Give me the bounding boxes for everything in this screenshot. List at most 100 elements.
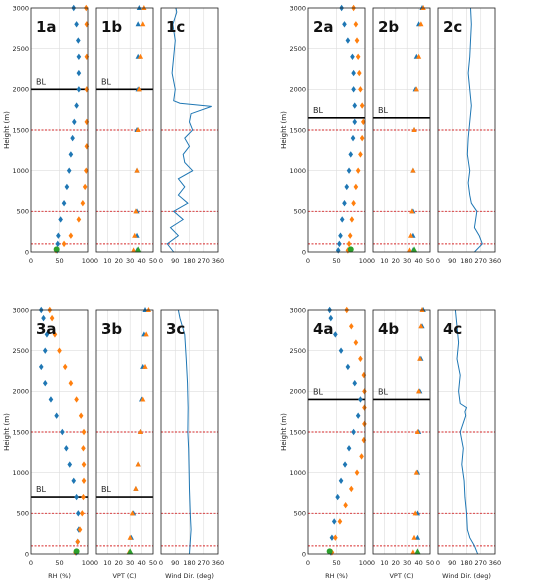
blue-point bbox=[339, 216, 345, 223]
blue-point bbox=[64, 445, 69, 452]
orange-point bbox=[133, 485, 139, 491]
panel-2a: BL 2a 0 50 100 bbox=[306, 4, 371, 265]
blue-point bbox=[55, 240, 61, 248]
x-tick-label: 100 bbox=[82, 257, 94, 265]
orange-point bbox=[354, 469, 360, 476]
x-tick-label: 50 bbox=[55, 257, 63, 265]
orange-point bbox=[77, 526, 83, 533]
blue-point bbox=[74, 493, 79, 501]
x-axis-label: RH (%) bbox=[325, 572, 348, 580]
orange-point bbox=[351, 200, 356, 207]
orange-point bbox=[361, 371, 367, 379]
blue-point bbox=[38, 363, 44, 371]
panel-frame bbox=[160, 7, 219, 253]
orange-point bbox=[349, 485, 354, 493]
orange-point bbox=[353, 183, 359, 191]
green-point bbox=[326, 548, 333, 555]
panel-2b: BL 2b 0 10 20 30 40 50 bbox=[371, 5, 434, 265]
orange-point bbox=[418, 21, 424, 27]
orange-point bbox=[131, 247, 137, 253]
blue-point bbox=[68, 151, 74, 158]
orange-point bbox=[359, 453, 364, 460]
orange-point bbox=[362, 420, 367, 428]
blue-point bbox=[136, 5, 142, 10]
panel-label: 3c bbox=[166, 320, 185, 338]
y-axis-4: 0 500 1000 1500 2000 2500 3000 Height (m) bbox=[280, 306, 306, 558]
y-tick-label: 0 bbox=[302, 550, 306, 558]
blue-point bbox=[358, 396, 363, 403]
blue-point bbox=[342, 21, 347, 28]
y-tick-label: 2000 bbox=[12, 388, 29, 396]
blue-point bbox=[350, 53, 355, 60]
blue-point bbox=[355, 412, 361, 419]
x-tick-label: 30 bbox=[126, 257, 134, 265]
y-tick-label: 500 bbox=[17, 510, 29, 518]
orange-point bbox=[413, 86, 419, 92]
y-axis-3: 0 500 1000 1500 2000 2500 3000 Height (m) bbox=[3, 306, 29, 558]
orange-point bbox=[337, 518, 343, 525]
wind-line bbox=[466, 7, 483, 253]
x-tick-label: 180 bbox=[183, 559, 195, 567]
x-tick-label: 360 bbox=[212, 257, 224, 265]
panel-4a: BL 4a 0 50 100 RH (%) bbox=[306, 306, 371, 580]
x-tick-label: 50 bbox=[426, 257, 434, 265]
orange-point bbox=[75, 538, 81, 545]
panel-label: 1a bbox=[36, 18, 57, 36]
orange-point bbox=[80, 510, 85, 517]
orange-point bbox=[68, 380, 74, 387]
orange-point bbox=[360, 118, 366, 126]
x-tick-label: 360 bbox=[212, 559, 224, 567]
x-tick-label: 0 bbox=[306, 257, 310, 265]
orange-point bbox=[409, 208, 415, 214]
x-tick-label: 270 bbox=[198, 559, 210, 567]
blue-point bbox=[351, 86, 356, 93]
panel-frame bbox=[30, 309, 89, 555]
orange-point bbox=[61, 240, 67, 248]
orange-point bbox=[410, 167, 416, 173]
panel-3c: 3c 0 90 180 270 360 Wind Dir. (deg) bbox=[159, 309, 224, 580]
y-axis-label: Height (m) bbox=[280, 111, 288, 149]
blue-point bbox=[56, 232, 61, 239]
orange-point bbox=[80, 200, 86, 207]
panel-label: 3a bbox=[36, 320, 57, 338]
blue-point bbox=[60, 428, 65, 436]
x-tick-label: 0 bbox=[29, 257, 33, 265]
y-tick-label: 2000 bbox=[12, 86, 29, 94]
orange-point bbox=[362, 404, 367, 411]
orange-point bbox=[417, 355, 423, 361]
orange-point bbox=[333, 534, 338, 541]
blue-point bbox=[333, 331, 338, 338]
x-tick-label: 90 bbox=[171, 257, 179, 265]
x-tick-label: 50 bbox=[149, 257, 157, 265]
panel-3b: BL 3b 0 10 20 30 40 50 VPT (C) bbox=[94, 307, 157, 580]
x-tick-label: 360 bbox=[489, 559, 501, 567]
x-axis-label: VPT (C) bbox=[389, 572, 413, 580]
blue-point bbox=[72, 118, 77, 126]
orange-point bbox=[81, 461, 87, 468]
x-tick-label: 100 bbox=[359, 257, 371, 265]
orange-point bbox=[78, 412, 84, 419]
y-tick-label: 0 bbox=[302, 248, 306, 256]
orange-point bbox=[136, 86, 142, 92]
panel-frame bbox=[437, 7, 496, 253]
blue-point bbox=[346, 167, 352, 174]
panel-1a: BL 1a 0 50 100 bbox=[29, 4, 94, 265]
blue-point bbox=[66, 167, 72, 174]
x-tick-label: 180 bbox=[460, 559, 472, 567]
orange-point bbox=[140, 21, 146, 27]
blue-point bbox=[76, 53, 82, 60]
blue-point bbox=[76, 510, 81, 517]
x-tick-label: 180 bbox=[183, 257, 195, 265]
x-tick-label: 20 bbox=[115, 257, 123, 265]
panel-label: 4a bbox=[313, 320, 334, 338]
blue-point bbox=[58, 216, 63, 223]
y-axis-label: Height (m) bbox=[280, 413, 288, 451]
panel-frame bbox=[30, 7, 89, 253]
blue-point bbox=[71, 477, 77, 484]
orange-point bbox=[412, 510, 418, 516]
orange-point bbox=[419, 307, 425, 312]
y-tick-label: 1500 bbox=[12, 126, 29, 134]
x-axis-label: RH (%) bbox=[48, 572, 71, 580]
y-tick-label: 1500 bbox=[289, 428, 306, 436]
blue-point bbox=[342, 200, 347, 207]
